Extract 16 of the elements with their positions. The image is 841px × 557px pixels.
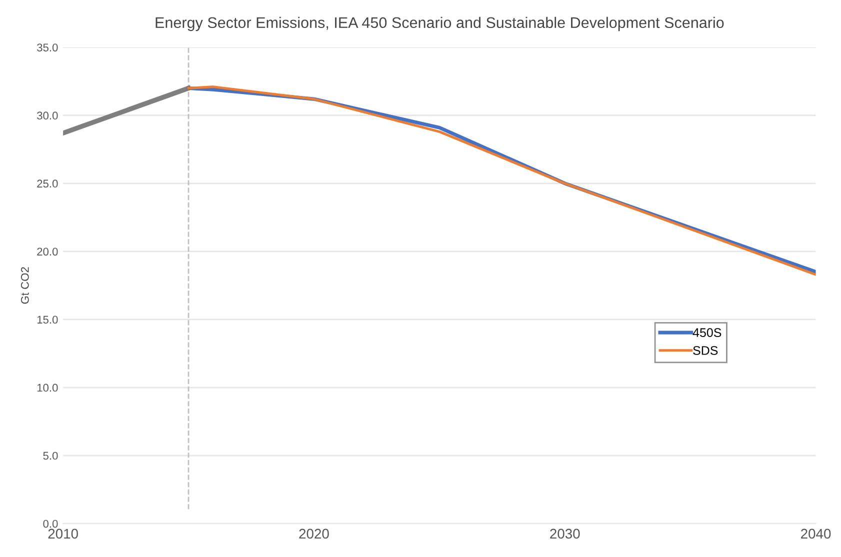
y-tick-label: 20.0 bbox=[37, 248, 58, 256]
chart-title: Energy Sector Emissions, IEA 450 Scenario and Sustainable Development Scenario bbox=[156, 16, 724, 32]
y-tick-label: 5.0 bbox=[43, 452, 58, 460]
y-tick-label: 15.0 bbox=[37, 316, 58, 324]
y-tick-label: 35.0 bbox=[37, 44, 58, 52]
y-tick-label: 30.0 bbox=[37, 112, 58, 120]
y-tick-label: 10.0 bbox=[37, 384, 58, 392]
y-axis-title: Gt CO2 bbox=[20, 267, 29, 304]
x-tick-label: 2030 bbox=[550, 528, 580, 539]
x-tick-label: 2010 bbox=[48, 528, 78, 539]
legend-label: 450S bbox=[692, 328, 722, 338]
legend-label: SDS bbox=[693, 346, 718, 355]
y-tick-label: 0.0 bbox=[43, 520, 58, 528]
x-tick-label: 2040 bbox=[801, 528, 831, 539]
x-tick-label: 2020 bbox=[299, 528, 329, 539]
y-tick-label: 25.0 bbox=[37, 180, 58, 188]
